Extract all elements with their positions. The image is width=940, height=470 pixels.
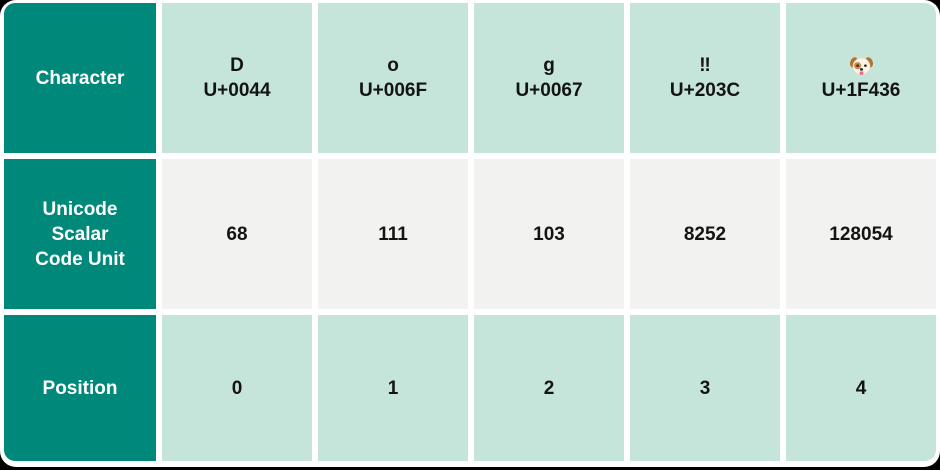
code-point-label: U+203C <box>669 80 741 101</box>
position-cell: 2 <box>474 315 624 461</box>
scalar-value-cell: 128054 <box>786 159 936 309</box>
position-cell: 4 <box>786 315 936 461</box>
character-cell: ‼ U+203C <box>630 3 780 153</box>
char-glyph: ‼ <box>699 55 711 76</box>
scalar-value-cell: 68 <box>162 159 312 309</box>
scalar-value-cell: 111 <box>318 159 468 309</box>
code-point-label: U+006F <box>358 80 428 101</box>
row-header-character: Character <box>4 3 156 153</box>
code-point-label: U+0067 <box>515 80 583 101</box>
code-point-label: U+1F436 <box>821 80 901 101</box>
character-cell: o U+006F <box>318 3 468 153</box>
position-cell: 3 <box>630 315 780 461</box>
code-point-label: U+0044 <box>203 80 271 101</box>
position-cell: 1 <box>318 315 468 461</box>
position-cell: 0 <box>162 315 312 461</box>
char-glyph: o <box>387 55 399 76</box>
char-glyph: g <box>543 55 555 76</box>
character-cell: D U+0044 <box>162 3 312 153</box>
character-cell: g U+0067 <box>474 3 624 153</box>
row-header-unicode-scalar-code-unit: Unicode Scalar Code Unit <box>4 159 156 309</box>
character-cell: 🐶 U+1F436 <box>786 3 936 153</box>
dog-face-emoji: 🐶 <box>849 53 874 78</box>
row-header-position: Position <box>4 315 156 461</box>
char-glyph: D <box>230 55 244 76</box>
scalar-value-cell: 103 <box>474 159 624 309</box>
scalar-value-cell: 8252 <box>630 159 780 309</box>
